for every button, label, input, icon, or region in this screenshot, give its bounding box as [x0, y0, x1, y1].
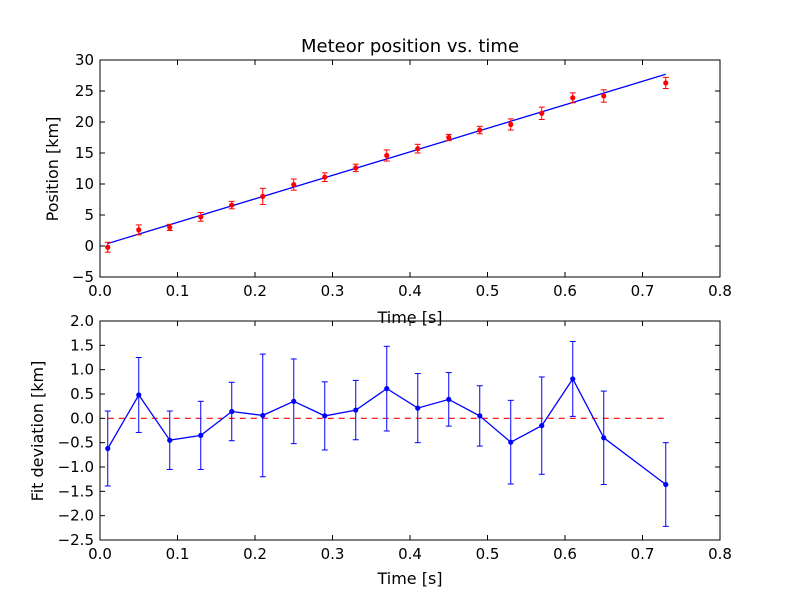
bottom-chart-y-tick-label: 1.0 — [70, 361, 94, 379]
bottom-chart-x-tick-label: 0.2 — [243, 545, 267, 563]
bottom-chart-y-tick-label: 2.0 — [70, 312, 94, 330]
bottom-chart-data-point — [663, 481, 669, 488]
top-chart-data-point — [477, 127, 483, 133]
bottom-chart-data-point — [260, 412, 266, 419]
top-chart-data-point — [508, 121, 514, 128]
top-chart-x-tick-label: 0.6 — [553, 282, 577, 300]
top-chart-y-axis-label: Position [km] — [43, 117, 62, 222]
top-chart: Meteor position vs. time Time [s] Positi… — [43, 36, 732, 327]
bottom-chart-y-tick-label: 0.5 — [70, 385, 94, 403]
top-chart-data-point — [229, 202, 235, 208]
top-chart-data-point — [415, 146, 421, 152]
bottom-chart-data-point — [291, 398, 297, 404]
bottom-chart-data-point — [415, 405, 421, 411]
bottom-chart-data-point — [539, 423, 545, 429]
bottom-chart-data-point — [229, 408, 235, 415]
bottom-chart-y-tick-label: −1.5 — [58, 482, 94, 500]
bottom-chart-frame — [99, 320, 721, 541]
top-chart-y-tick-label: 10 — [75, 175, 94, 193]
top-chart-x-axis-label: Time [s] — [376, 308, 442, 327]
bottom-chart-x-tick-label: 0.1 — [166, 545, 190, 563]
bottom-chart-data-point — [570, 376, 576, 382]
top-chart-data-point — [322, 174, 328, 180]
top-chart-data-point — [167, 224, 173, 230]
top-chart-x-tick-label: 0.3 — [321, 282, 345, 300]
bottom-chart-data-point — [136, 392, 142, 398]
bottom-chart-data-point — [477, 413, 483, 419]
bottom-chart-y-tick-label: −2.0 — [58, 507, 94, 525]
top-chart-title: Meteor position vs. time — [301, 36, 519, 57]
bottom-chart-x-tick-label: 0.6 — [553, 545, 577, 563]
top-chart-y-tick-label: 30 — [75, 51, 94, 69]
top-chart-data-point — [105, 244, 111, 250]
top-chart-x-tick-label: 0.8 — [708, 282, 732, 300]
top-chart-x-tick-label: 0.5 — [476, 282, 500, 300]
top-chart-data-point — [198, 214, 204, 220]
bottom-chart-y-axis-label: Fit deviation [km] — [28, 361, 47, 502]
top-chart-x-tick-label: 0.4 — [398, 282, 422, 300]
top-chart-x-tick-label: 0.0 — [88, 282, 112, 300]
top-chart-y-tick-label: 15 — [75, 144, 94, 162]
bottom-chart-series-line — [107, 377, 667, 486]
bottom-chart-x-tick-label: 0.8 — [708, 545, 732, 563]
bottom-chart-x-tick-label: 0.4 — [398, 545, 422, 563]
bottom-chart-y-tick-label: −0.5 — [58, 434, 94, 452]
top-chart-data-point — [446, 134, 452, 141]
top-chart-y-tick-label: 20 — [75, 113, 94, 131]
bottom-chart-y-tick-label: 1.5 — [70, 336, 94, 354]
bottom-chart-data-point — [508, 439, 514, 445]
top-chart-data-point — [353, 165, 359, 171]
bottom-chart-plot-area: 0.0 0.1 0.2 0.3 0.4 0.5 0.6 0.7 0.8 −2.5 −2.0 −1.5 −… — [58, 312, 732, 563]
top-chart-y-tick-label: −5 — [72, 268, 94, 286]
top-chart-x-tick-label: 0.2 — [243, 282, 267, 300]
bottom-chart-data-point — [446, 396, 452, 402]
bottom-chart-data-point — [167, 437, 173, 443]
top-chart-data-point — [260, 193, 266, 199]
top-chart-data-point — [601, 93, 607, 99]
bottom-chart-data-point — [322, 413, 328, 419]
top-chart-y-tick-label: 25 — [75, 82, 94, 100]
bottom-chart-data-point — [105, 445, 111, 452]
top-chart-data-point — [136, 227, 142, 233]
bottom-chart: Time [s] Fit deviation [km] 0.0 0.1 0.2 0.3… — [28, 312, 732, 588]
bottom-chart-data-point — [384, 386, 390, 392]
bottom-chart-y-tick-label: 0.0 — [70, 409, 94, 427]
top-chart-frame — [99, 59, 721, 278]
top-chart-x-tick-label: 0.7 — [631, 282, 655, 300]
bottom-chart-x-tick-label: 0.0 — [88, 545, 112, 563]
top-chart-data-point — [663, 80, 669, 86]
bottom-chart-data-point — [353, 407, 359, 413]
bottom-chart-x-axis-label: Time [s] — [376, 569, 442, 588]
top-chart-data-point — [539, 110, 545, 116]
bottom-chart-data-point — [601, 435, 607, 441]
bottom-chart-x-tick-label: 0.7 — [631, 545, 655, 563]
top-chart-y-tick-label: 0 — [84, 237, 94, 255]
top-chart-data-point — [570, 95, 576, 101]
top-chart-y-tick-label: 5 — [84, 206, 94, 224]
top-chart-data-point — [291, 182, 297, 188]
top-chart-plot-area: 0.0 0.1 0.2 0.3 0.4 0.5 0.6 0.7 0.8 −5 0 5 10 15 20 25 3… — [72, 51, 732, 300]
bottom-chart-data-point — [198, 432, 204, 438]
bottom-chart-y-tick-label: −1.0 — [58, 458, 94, 476]
bottom-chart-x-tick-label: 0.3 — [321, 545, 345, 563]
top-chart-data-point — [384, 152, 390, 159]
bottom-chart-y-tick-label: −2.5 — [58, 531, 94, 549]
top-chart-x-tick-label: 0.1 — [166, 282, 190, 300]
bottom-chart-x-tick-label: 0.5 — [476, 545, 500, 563]
